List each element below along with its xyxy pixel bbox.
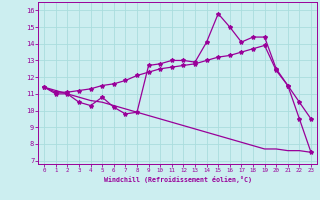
- X-axis label: Windchill (Refroidissement éolien,°C): Windchill (Refroidissement éolien,°C): [104, 176, 252, 183]
